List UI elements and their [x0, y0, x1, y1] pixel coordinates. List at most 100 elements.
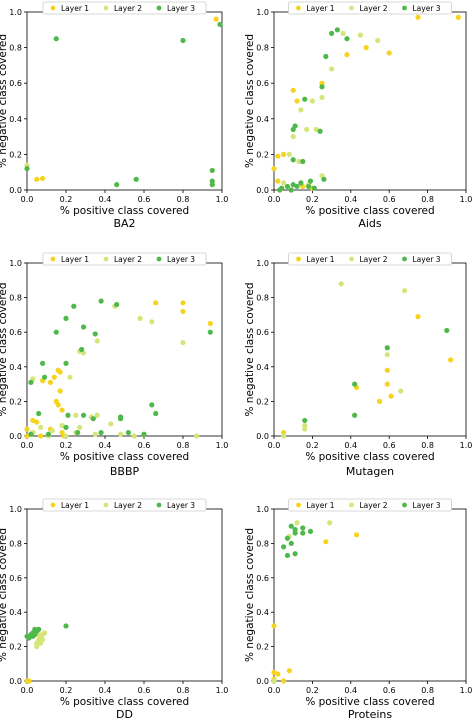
x-tick-label: 0.0 — [21, 441, 34, 450]
data-point — [26, 678, 32, 684]
panel-caption: DD — [116, 708, 133, 721]
data-point — [45, 431, 52, 437]
data-point — [180, 339, 186, 346]
y-tick-label: 0.8 — [9, 294, 22, 303]
y-tick-label: 0.4 — [256, 608, 269, 617]
x-tick-label: 0.8 — [177, 195, 190, 204]
data-point — [67, 374, 73, 380]
data-point — [149, 319, 155, 325]
panel-caption: Aids — [358, 217, 382, 230]
data-point — [294, 520, 300, 526]
data-point — [65, 412, 71, 418]
data-point — [271, 678, 277, 684]
data-point — [209, 182, 215, 188]
x-tick-label: 0.8 — [421, 686, 434, 695]
legend-label: Layer 1 — [307, 4, 335, 13]
x-tick-label: 0.2 — [306, 195, 319, 204]
data-point — [38, 424, 44, 430]
series-layer3 — [24, 623, 69, 641]
data-point — [34, 419, 40, 425]
data-point — [321, 176, 327, 182]
data-point — [323, 539, 329, 545]
data-point — [352, 412, 358, 418]
data-point — [71, 303, 77, 309]
data-point — [344, 36, 350, 42]
x-tick-label: 0.2 — [60, 686, 73, 695]
x-tick-label: 1.0 — [460, 441, 473, 450]
x-tick-label: 0.6 — [138, 441, 151, 450]
x-tick-label: 0.6 — [138, 686, 151, 695]
data-point — [80, 324, 87, 330]
data-point — [281, 180, 287, 186]
data-point — [384, 381, 390, 387]
y-tick-label: 0.8 — [256, 539, 269, 548]
legend-label: Layer 3 — [413, 255, 441, 264]
y-tick-label: 0.2 — [256, 397, 269, 406]
data-point — [32, 631, 38, 638]
legend-marker — [402, 256, 407, 262]
data-point — [357, 32, 363, 38]
data-point — [40, 637, 46, 643]
data-point — [323, 53, 329, 60]
legend-label: Layer 1 — [307, 255, 335, 264]
y-tick-label: 0.2 — [9, 397, 22, 406]
y-tick-label: 0.6 — [9, 328, 22, 337]
data-point — [290, 134, 296, 140]
y-tick-label: 1.0 — [9, 8, 22, 17]
data-point — [309, 98, 315, 104]
data-point — [307, 178, 314, 184]
data-point — [275, 178, 281, 184]
legend: Layer 1 Layer 2 Layer 3 — [288, 252, 452, 266]
x-tick-label: 0.4 — [344, 195, 357, 204]
x-axis-label: % positive class covered — [305, 696, 434, 708]
data-point — [53, 329, 59, 335]
y-tick-label: 1.0 — [256, 8, 269, 17]
y-tick-label: 1.0 — [256, 505, 269, 514]
x-tick-label: 0.0 — [21, 686, 34, 695]
data-point — [300, 158, 306, 165]
series-layer2 — [34, 630, 48, 650]
x-tick-label: 1.0 — [216, 441, 229, 450]
data-point — [118, 414, 124, 420]
data-point — [288, 540, 294, 547]
axes-frame — [26, 262, 223, 437]
data-point — [63, 433, 69, 439]
data-point — [57, 369, 63, 375]
chart-panel-4: 0.0 0.2 0.4 0.6 0.8 1.0 0.0 0.2 0.4 0.6 0.8 1.0 % po… — [244, 252, 473, 478]
data-point — [384, 367, 390, 373]
x-tick-label: 0.8 — [177, 441, 190, 450]
y-tick-label: 0.6 — [256, 574, 269, 583]
y-axis-label: % negative class covered — [244, 282, 256, 416]
data-point — [275, 671, 281, 677]
x-tick-label: 0.0 — [268, 686, 281, 695]
y-axis-label: % negative class covered — [0, 34, 9, 168]
data-point — [38, 433, 44, 439]
x-tick-label: 0.6 — [383, 686, 396, 695]
legend-marker — [50, 256, 56, 262]
data-point — [444, 327, 450, 334]
legend-marker — [103, 502, 109, 508]
series-layer2 — [281, 281, 408, 439]
legend-label: Layer 3 — [167, 255, 195, 264]
data-point — [80, 412, 87, 418]
data-point — [401, 288, 408, 294]
data-point — [388, 393, 394, 399]
series-layer2 — [24, 162, 30, 168]
data-point — [281, 678, 287, 684]
data-point — [284, 183, 291, 190]
legend-label: Layer 1 — [307, 501, 335, 510]
panel-caption: Proteins — [348, 708, 393, 721]
data-point — [114, 182, 120, 188]
x-tick-label: 1.0 — [216, 686, 229, 695]
data-point — [63, 424, 69, 430]
data-point — [24, 433, 30, 439]
data-point — [298, 107, 304, 113]
y-axis-label: % negative class covered — [0, 528, 9, 662]
legend-label: Layer 2 — [360, 4, 388, 13]
data-point — [77, 424, 83, 430]
legend-label: Layer 2 — [114, 4, 142, 13]
data-point — [57, 388, 63, 394]
data-point — [281, 544, 287, 550]
data-point — [40, 360, 46, 366]
data-point — [141, 431, 147, 437]
